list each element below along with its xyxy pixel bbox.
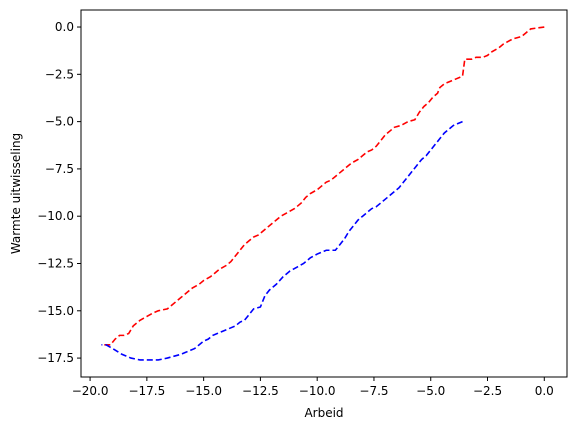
x-tick-label: −12.5 <box>242 384 279 398</box>
y-axis-label: Warmte uitwisseling <box>9 133 23 254</box>
y-tick-label: −15.0 <box>37 304 74 318</box>
x-tick-label: 0.0 <box>535 384 554 398</box>
x-tick-label: −5.0 <box>416 384 445 398</box>
x-tick-label: −2.5 <box>473 384 502 398</box>
series-layer <box>101 26 545 361</box>
y-tick-label: −5.0 <box>45 115 74 129</box>
y-tick-label: −10.0 <box>37 209 74 223</box>
series-line-2 <box>101 120 463 361</box>
plot-frame <box>80 9 568 378</box>
y-tick-label: 0.0 <box>55 20 74 34</box>
x-tick-label: −7.5 <box>359 384 388 398</box>
x-tick-label: −10.0 <box>299 384 336 398</box>
x-tick-label: −20.0 <box>72 384 109 398</box>
y-tick-label: −2.5 <box>45 67 74 81</box>
y-tick-label: −12.5 <box>37 256 74 270</box>
x-axis: −20.0 −17.5 −15.0 −12.5 −10.0 −7.5 −5.0 −2.5 0.0 <box>72 377 554 398</box>
x-axis-label: Arbeid <box>304 406 343 420</box>
series-line-1 <box>101 26 545 346</box>
x-tick-label: −15.0 <box>185 384 222 398</box>
x-tick-label: −17.5 <box>128 384 165 398</box>
y-tick-label: −17.5 <box>37 351 74 365</box>
y-axis: 0.0 −2.5 −5.0 −7.5 −10.0 −12.5 −15.0 −17.5 <box>37 20 81 365</box>
y-tick-label: −7.5 <box>45 162 74 176</box>
